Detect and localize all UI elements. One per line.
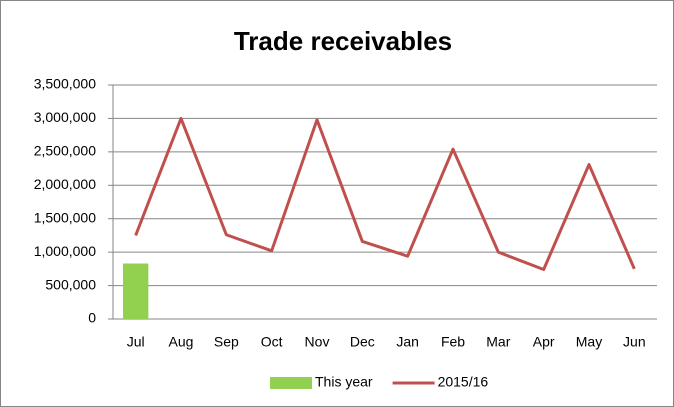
x-tick-label: Dec [350,334,375,350]
y-tick-label: 2,000,000 [34,176,96,192]
chart-title: Trade receivables [234,26,452,56]
line [134,116,636,272]
y-tick-label: 3,000,000 [34,109,96,125]
x-tick-label: Apr [533,334,555,350]
legend-label: 2015/16 [438,374,489,390]
x-tick-label: Jan [396,334,419,350]
y-tick-label: 3,500,000 [34,76,96,92]
legend-swatch [270,377,312,389]
x-tick-label: Oct [261,334,283,350]
x-tick-label: Nov [305,334,330,350]
x-tick-label: Jul [127,334,145,350]
bar [122,263,149,319]
x-tick-label: Mar [486,334,510,350]
x-tick-label: Sep [214,334,239,350]
x-tick-label: Feb [441,334,465,350]
y-tick-label: 500,000 [45,276,96,292]
x-tick-label: Jun [623,334,646,350]
legend-label: This year [315,374,373,390]
y-tick-label: 1,000,000 [34,243,96,259]
y-tick-label: 2,500,000 [34,143,96,159]
y-tick-label: 1,500,000 [34,209,96,225]
x-tick-label: May [576,334,602,350]
x-tick-label: Aug [169,334,194,350]
y-tick-label: 0 [88,310,96,326]
